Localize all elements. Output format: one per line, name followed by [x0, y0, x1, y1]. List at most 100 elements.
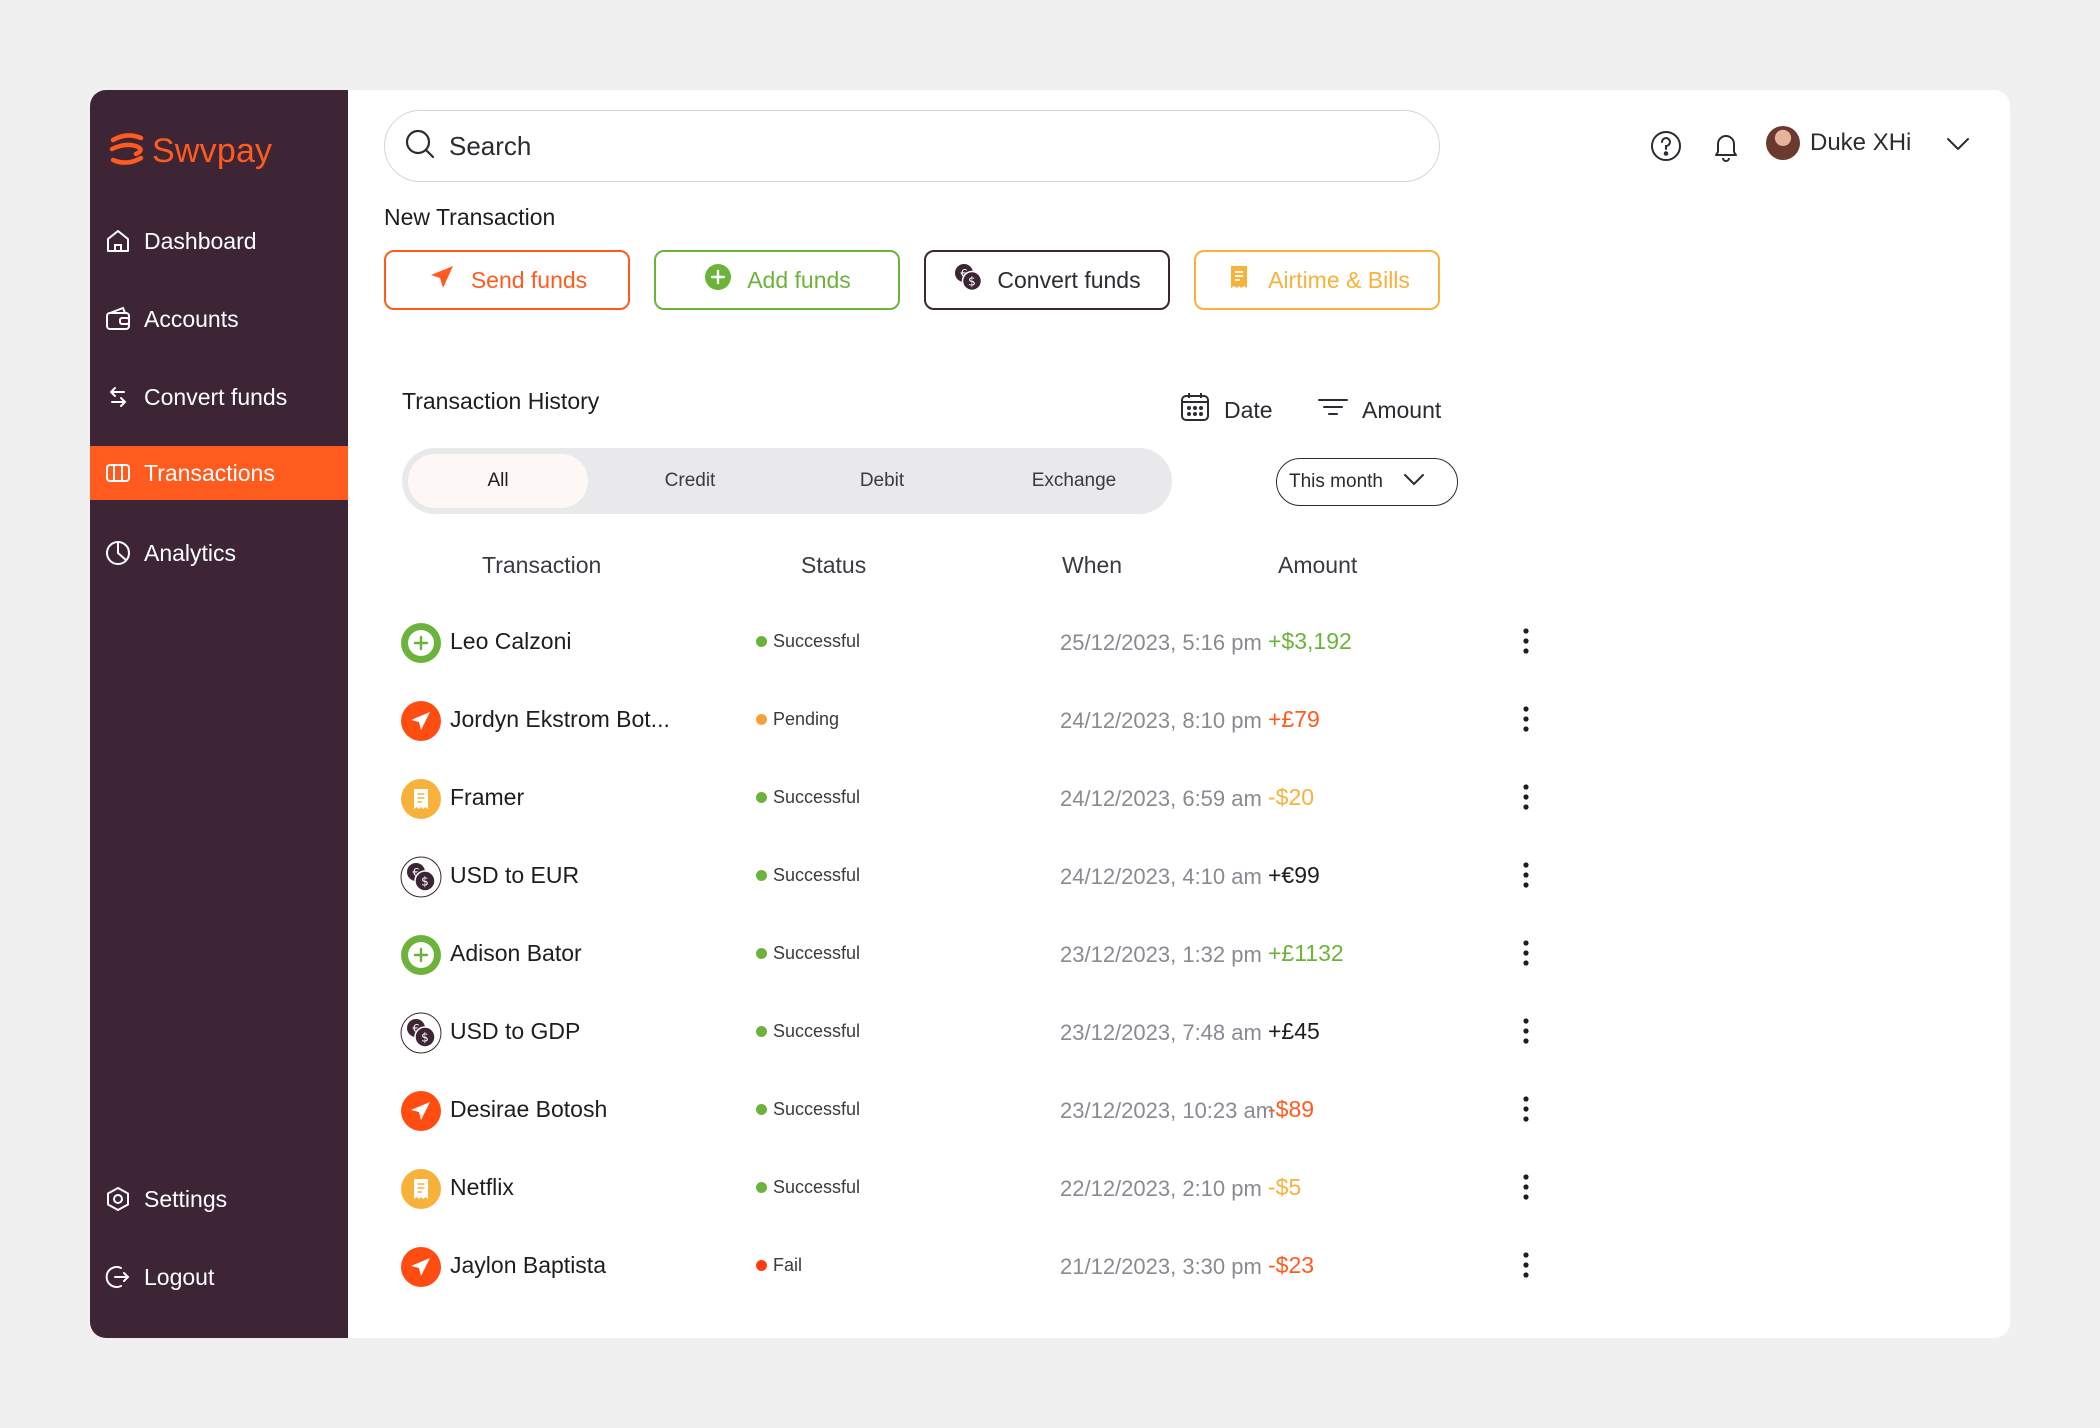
more-options-icon[interactable]	[1516, 1092, 1536, 1126]
add-funds-button[interactable]: Add funds	[654, 250, 900, 310]
more-options-icon[interactable]	[1516, 1170, 1536, 1204]
status-dot	[756, 636, 767, 647]
status-text: Successful	[773, 1177, 861, 1197]
table-row[interactable]: Jaylon Baptista Fail 21/12/2023, 3:30 pm -$…	[400, 1236, 1560, 1294]
status-dot	[756, 1104, 767, 1115]
status-badge: Successful	[756, 1177, 860, 1198]
sidebar-item-transactions[interactable]: Transactions	[90, 446, 348, 500]
status-badge: Successful	[756, 943, 860, 964]
status-dot	[756, 714, 767, 725]
sidebar-item-label: Analytics	[144, 539, 237, 566]
svg-text:€: €	[413, 1022, 420, 1035]
status-dot	[756, 1026, 767, 1037]
airtime-bills-button[interactable]: Airtime & Bills	[1194, 250, 1440, 310]
table-row[interactable]: Netflix Successful 22/12/2023, 2:10 pm -$5	[400, 1158, 1560, 1216]
more-options-icon[interactable]	[1516, 936, 1536, 970]
transaction-amount: +€99	[1268, 862, 1320, 888]
chevron-down-icon[interactable]	[1942, 128, 1974, 160]
table-row[interactable]: Desirae Botosh Successful 23/12/2023, 10:2…	[400, 1080, 1560, 1138]
more-options-icon[interactable]	[1516, 1014, 1536, 1048]
sidebar-item-logout[interactable]: Logout	[90, 1250, 348, 1304]
status-dot	[756, 792, 767, 803]
plus-circle-icon	[400, 934, 442, 976]
sidebar-item-label: Transactions	[144, 459, 275, 486]
table-row[interactable]: Framer Successful 24/12/2023, 6:59 am -$20	[400, 768, 1560, 826]
status-badge: Successful	[756, 787, 860, 808]
svg-text:€: €	[413, 866, 420, 879]
more-options-icon[interactable]	[1516, 702, 1536, 736]
transaction-date: 23/12/2023, 1:32 pm	[1060, 942, 1262, 967]
transaction-date: 21/12/2023, 3:30 pm	[1060, 1254, 1262, 1279]
settings-icon	[104, 1185, 132, 1213]
transaction-amount: -$89	[1268, 1096, 1315, 1122]
convert-funds-label: Convert funds	[997, 266, 1141, 293]
table-row[interactable]: € $ USD to EUR Successful 24/12/2023, 4:10 a…	[400, 846, 1560, 904]
status-badge: Successful	[756, 1099, 860, 1120]
status-text: Fail	[773, 1255, 803, 1275]
convert-funds-button[interactable]: € $ Convert funds	[924, 250, 1170, 310]
status-badge: Successful	[756, 1021, 860, 1042]
search-input[interactable]	[449, 130, 1349, 162]
svg-text:$: $	[421, 1031, 429, 1045]
currency-exchange-icon: € $	[400, 1012, 442, 1054]
transaction-name: USD to GDP	[450, 1018, 581, 1044]
status-text: Successful	[773, 943, 861, 963]
transaction-name: Jordyn Ekstrom Bot...	[450, 706, 670, 732]
status-badge: Successful	[756, 631, 860, 652]
more-options-icon[interactable]	[1516, 858, 1536, 892]
currency-exchange-icon: € $	[953, 262, 983, 298]
sort-by-amount[interactable]: Amount	[1316, 390, 1441, 430]
period-select[interactable]: This month	[1276, 458, 1458, 506]
calendar-icon	[1178, 390, 1212, 430]
user-menu[interactable]: Duke XHi	[1766, 126, 1911, 160]
receipt-icon	[1224, 262, 1254, 298]
tab-all[interactable]: All	[408, 454, 588, 508]
transaction-date: 23/12/2023, 10:23 am	[1060, 1098, 1275, 1123]
tab-credit[interactable]: Credit	[664, 470, 716, 491]
sidebar-item-label: Accounts	[144, 305, 239, 332]
filter-icon	[1316, 390, 1350, 430]
table-row[interactable]: Leo Calzoni Successful 25/12/2023, 5:16 pm…	[400, 612, 1560, 670]
status-badge: Successful	[756, 865, 860, 886]
search-icon	[403, 127, 437, 166]
tab-exchange[interactable]: Exchange	[1031, 470, 1117, 491]
transaction-name: USD to EUR	[450, 862, 580, 888]
table-row[interactable]: Jordyn Ekstrom Bot... Pending 24/12/2023, …	[400, 690, 1560, 748]
status-text: Pending	[773, 709, 840, 729]
sidebar-item-convert-funds[interactable]: Convert funds	[90, 370, 348, 424]
sidebar-item-label: Dashboard	[144, 227, 257, 254]
table-row[interactable]: € $ USD to GDP Successful 23/12/2023, 7:48 a…	[400, 1002, 1560, 1060]
more-options-icon[interactable]	[1516, 1248, 1536, 1282]
send-icon	[400, 1246, 442, 1288]
transaction-amount: -$23	[1268, 1252, 1315, 1278]
status-dot	[756, 870, 767, 881]
transaction-name: Framer	[450, 784, 525, 810]
logo[interactable]: Swvpay	[108, 130, 272, 173]
more-options-icon[interactable]	[1516, 780, 1536, 814]
send-funds-button[interactable]: Send funds	[384, 250, 630, 310]
svg-text:$: $	[421, 875, 429, 889]
sidebar-item-analytics[interactable]: Analytics	[90, 526, 348, 580]
sidebar-item-accounts[interactable]: Accounts	[90, 292, 348, 346]
sort-date-label: Date	[1224, 396, 1273, 423]
avatar	[1766, 126, 1800, 160]
sort-by-date[interactable]: Date	[1178, 390, 1273, 430]
status-text: Successful	[773, 1021, 861, 1041]
more-options-icon[interactable]	[1516, 624, 1536, 658]
search-bar[interactable]	[384, 110, 1440, 182]
sidebar-item-dashboard[interactable]: Dashboard	[90, 214, 348, 268]
transaction-date: 23/12/2023, 7:48 am	[1060, 1020, 1262, 1045]
help-icon[interactable]	[1648, 128, 1684, 164]
plus-circle-icon	[703, 262, 733, 298]
swap-icon	[104, 383, 132, 411]
status-badge: Fail	[756, 1255, 802, 1276]
table-row[interactable]: Adison Bator Successful 23/12/2023, 1:32 p…	[400, 924, 1560, 982]
bell-icon[interactable]	[1708, 128, 1744, 164]
transaction-amount: +£45	[1268, 1018, 1320, 1044]
svg-text:€: €	[961, 267, 968, 280]
receipt-icon	[400, 1168, 442, 1210]
sidebar-item-settings[interactable]: Settings	[90, 1172, 348, 1226]
logout-icon	[104, 1263, 132, 1291]
sort-amount-label: Amount	[1362, 396, 1442, 423]
tab-debit[interactable]: Debit	[859, 470, 905, 491]
